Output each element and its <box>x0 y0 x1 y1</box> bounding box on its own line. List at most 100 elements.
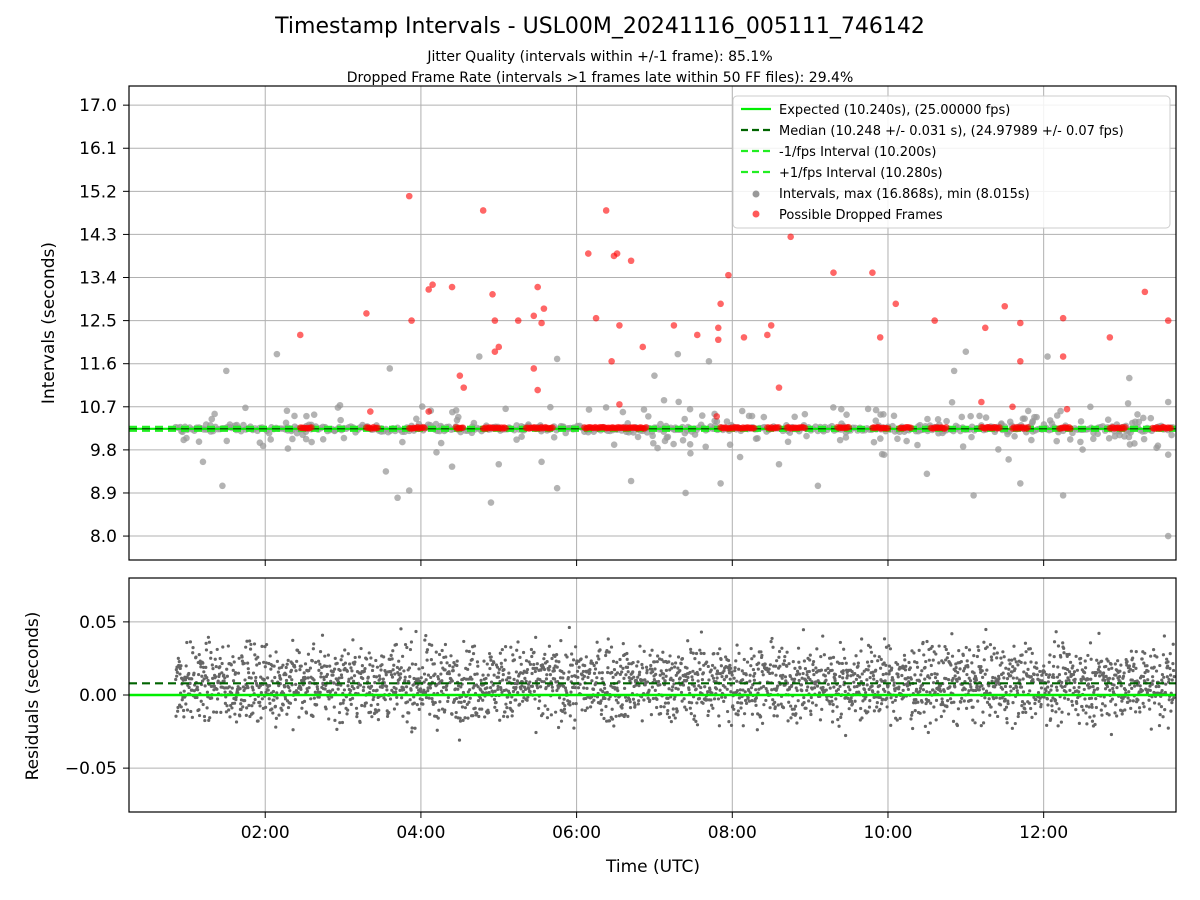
residual-point <box>274 650 278 654</box>
interval-point <box>1011 433 1018 440</box>
residual-point <box>500 665 504 669</box>
interval-point <box>903 437 910 445</box>
residual-point <box>892 681 896 685</box>
residual-point <box>612 724 616 728</box>
residual-point <box>382 655 386 659</box>
interval-point <box>502 405 509 413</box>
residual-point <box>333 667 337 671</box>
residual-point <box>1084 711 1088 715</box>
residual-point <box>471 714 475 718</box>
residual-point <box>755 728 759 732</box>
residual-point <box>427 696 431 700</box>
residual-point <box>424 633 428 638</box>
xtick-label: 08:00 <box>708 823 757 843</box>
residual-point <box>865 683 869 687</box>
residual-point <box>915 665 920 669</box>
residual-point <box>519 687 523 691</box>
dropped-frame-point <box>408 317 415 324</box>
residual-point <box>662 705 666 709</box>
residual-point <box>706 713 710 718</box>
residual-point <box>1169 709 1173 713</box>
residual-point <box>284 678 289 683</box>
residual-point <box>316 659 321 663</box>
residual-point <box>893 689 897 693</box>
residual-point <box>593 667 598 671</box>
residual-point <box>642 698 646 702</box>
interval-point <box>284 445 292 452</box>
residual-point <box>277 713 281 717</box>
residual-point <box>325 672 330 677</box>
interval-point <box>1004 430 1011 438</box>
residual-point <box>923 665 927 670</box>
top-points <box>172 348 1177 540</box>
residual-point <box>311 714 315 718</box>
residual-point <box>1073 680 1077 685</box>
residual-point <box>528 680 532 684</box>
residual-point <box>365 657 369 661</box>
residual-point <box>384 673 388 677</box>
residual-point <box>882 637 887 641</box>
residual-point <box>647 688 651 692</box>
residual-point <box>242 661 246 665</box>
residual-point <box>692 714 697 718</box>
residual-point <box>538 678 542 682</box>
residual-point <box>394 687 398 691</box>
interval-point <box>223 367 230 375</box>
residual-point <box>443 642 448 647</box>
residual-point <box>658 683 662 687</box>
residual-point <box>468 662 472 666</box>
residual-point <box>403 675 407 679</box>
interval-point <box>1153 444 1160 452</box>
residual-point <box>709 698 713 702</box>
residual-point <box>285 662 289 666</box>
residual-point <box>525 667 530 672</box>
residual-point <box>1033 712 1038 716</box>
residual-point <box>867 664 871 668</box>
residual-point <box>838 684 842 689</box>
residual-point <box>849 696 853 700</box>
residual-point <box>600 677 604 681</box>
residual-point <box>1142 679 1147 683</box>
residual-point <box>1006 701 1010 706</box>
residual-point <box>623 712 627 717</box>
residual-point <box>489 658 493 662</box>
residual-point <box>429 675 433 680</box>
residual-point <box>922 710 926 714</box>
residual-point <box>697 661 701 665</box>
interval-point <box>547 403 554 411</box>
residual-point <box>972 654 976 658</box>
residual-point <box>1167 677 1171 681</box>
dropped-frame-point <box>931 317 938 324</box>
residual-point <box>977 688 981 692</box>
interval-point <box>337 416 344 424</box>
residual-point <box>516 640 520 644</box>
residual-point <box>426 686 430 690</box>
residual-point <box>710 674 714 678</box>
residual-point <box>914 687 919 691</box>
residual-point <box>1146 678 1150 682</box>
residual-point <box>451 669 455 673</box>
residual-point <box>190 715 194 719</box>
residual-point <box>333 656 337 660</box>
residual-point <box>977 648 981 652</box>
xtick-label: 06:00 <box>552 823 601 843</box>
residual-point <box>408 698 412 702</box>
residual-point <box>501 678 505 682</box>
residual-point <box>324 683 328 688</box>
residual-point <box>384 684 389 689</box>
residual-point <box>231 655 235 659</box>
dropped-frame-point <box>425 286 432 293</box>
residual-point <box>258 704 262 708</box>
residual-point <box>191 651 195 655</box>
residual-point <box>972 671 976 675</box>
residual-point <box>737 651 741 655</box>
residual-point <box>1128 667 1132 671</box>
residual-point <box>640 662 644 667</box>
residual-point <box>476 685 480 689</box>
residual-point <box>747 699 752 703</box>
residual-point <box>623 695 628 699</box>
residual-point <box>783 675 788 679</box>
residual-point <box>446 695 450 700</box>
residual-point <box>982 640 986 644</box>
interval-point <box>538 458 545 466</box>
